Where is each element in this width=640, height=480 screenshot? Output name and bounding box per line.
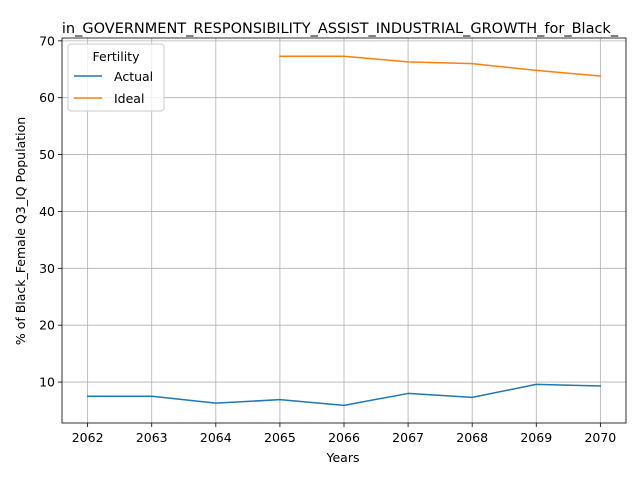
y-tick-label: 10 — [39, 375, 55, 390]
x-tick-label: 2070 — [584, 430, 616, 445]
x-tick-label: 2067 — [392, 430, 424, 445]
legend-label-actual: Actual — [114, 69, 153, 84]
y-axis-label: % of Black_Female Q3_IQ Population — [13, 117, 28, 345]
y-tick-label: 20 — [39, 318, 55, 333]
legend-frame — [67, 43, 165, 112]
x-tick-label: 2062 — [72, 430, 104, 445]
x-tick-label: 2069 — [520, 430, 552, 445]
x-tick-label: 2066 — [328, 430, 360, 445]
x-tick-label: 2063 — [136, 430, 168, 445]
chart-title: in_GOVERNMENT_RESPONSIBILITY_ASSIST_INDU… — [62, 21, 619, 37]
x-tick-label: 2065 — [264, 430, 296, 445]
y-tick-label: 40 — [39, 204, 55, 219]
grid — [62, 38, 626, 423]
x-tick-label: 2064 — [200, 430, 232, 445]
y-tick-label: 70 — [39, 33, 55, 48]
series-line-ideal — [279, 55, 602, 77]
legend: Fertility Actual Ideal — [67, 43, 165, 112]
y-tick-label: 50 — [39, 147, 55, 162]
axis-ticks: 2062 2063 2064 2065 2066 2067 2068 2069 20701020… — [39, 33, 616, 445]
y-tick-label: 60 — [39, 90, 55, 105]
plot-lines — [86, 55, 602, 407]
x-axis-label: Years — [326, 450, 360, 465]
legend-label-ideal: Ideal — [114, 91, 144, 106]
y-tick-label: 30 — [39, 261, 55, 276]
x-tick-label: 2068 — [456, 430, 488, 445]
legend-title: Fertility — [93, 49, 141, 64]
series-line-actual — [86, 383, 602, 407]
